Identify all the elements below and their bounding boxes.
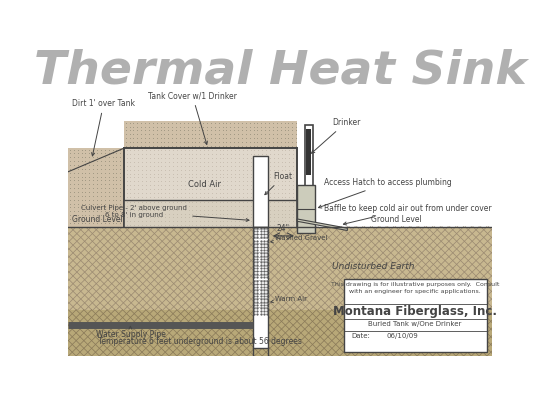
Text: Undisturbed Earth: Undisturbed Earth bbox=[332, 262, 415, 271]
Bar bbox=[253, 227, 269, 348]
Text: Dirt 1' over Tank: Dirt 1' over Tank bbox=[72, 99, 135, 156]
Bar bbox=[68, 227, 492, 310]
Text: Float: Float bbox=[265, 172, 293, 195]
Text: Thermal Heat Sink: Thermal Heat Sink bbox=[33, 49, 526, 94]
Text: 06/10/09: 06/10/09 bbox=[386, 333, 418, 339]
Text: Cold Air: Cold Air bbox=[189, 180, 222, 189]
Bar bbox=[344, 279, 487, 352]
Text: Warm Air: Warm Air bbox=[271, 296, 306, 303]
Bar bbox=[297, 185, 315, 233]
Text: This drawing is for illustrative purposes only.  Consult
with an engineer for sp: This drawing is for illustrative purpose… bbox=[331, 282, 499, 294]
Text: Montana Fiberglass, Inc.: Montana Fiberglass, Inc. bbox=[333, 305, 497, 318]
Polygon shape bbox=[297, 219, 347, 230]
Text: Washed Gravel: Washed Gravel bbox=[271, 236, 327, 243]
Bar bbox=[124, 200, 297, 227]
Text: Culvert Pipe - 2' above ground
6 to 8' in ground: Culvert Pipe - 2' above ground 6 to 8' i… bbox=[82, 206, 249, 221]
Bar bbox=[124, 148, 297, 227]
Text: Tank Cover w/1 Drinker: Tank Cover w/1 Drinker bbox=[148, 91, 237, 144]
Text: Ground Level: Ground Level bbox=[371, 215, 421, 224]
Text: Temperature 6 feet underground is about 56 degrees: Temperature 6 feet underground is about … bbox=[98, 338, 302, 346]
Bar bbox=[253, 156, 269, 227]
Text: Water Supply Pipe: Water Supply Pipe bbox=[96, 326, 165, 339]
Text: Buried Tank w/One Drinker: Buried Tank w/One Drinker bbox=[369, 322, 462, 328]
Text: Ground Level: Ground Level bbox=[72, 215, 123, 224]
Bar bbox=[124, 121, 297, 148]
Polygon shape bbox=[68, 148, 124, 227]
Bar bbox=[305, 125, 312, 233]
Text: Drinker: Drinker bbox=[311, 118, 360, 153]
Bar bbox=[68, 310, 492, 356]
Text: Date:: Date: bbox=[351, 333, 370, 339]
Text: Baffle to keep cold air out from under cover: Baffle to keep cold air out from under c… bbox=[324, 204, 492, 225]
Text: Access Hatch to access plumbing: Access Hatch to access plumbing bbox=[318, 178, 452, 208]
Bar bbox=[306, 129, 311, 175]
Text: 24": 24" bbox=[276, 224, 289, 233]
